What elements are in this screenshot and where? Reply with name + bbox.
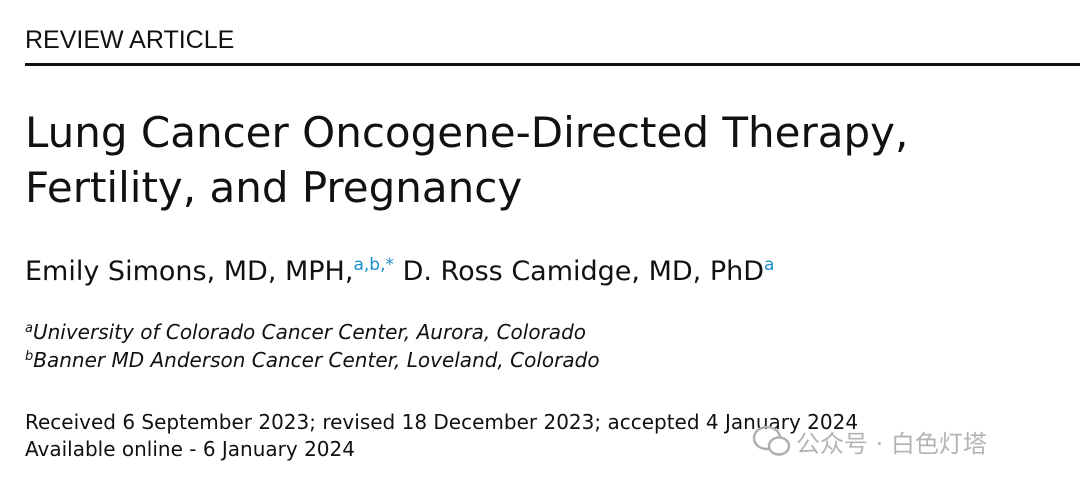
author-marks[interactable]: a,b,* <box>353 255 394 275</box>
affiliation: bBanner MD Anderson Cancer Center, Lovel… <box>25 348 600 372</box>
affiliation-mark: a <box>25 321 33 336</box>
header-rule <box>25 63 1080 66</box>
online-date: Available online - 6 January 2024 <box>25 437 355 461</box>
title-line: Lung Cancer Oncogene-Directed Therapy, <box>25 108 909 157</box>
author-name: Emily Simons, MD, MPH, <box>25 256 354 287</box>
author-list: Emily Simons, MD, MPH,a,b,* D. Ross Cami… <box>25 255 774 287</box>
title-line: Fertility, and Pregnancy <box>25 163 523 212</box>
watermark: 公众号 · 白色灯塔 <box>796 430 987 458</box>
author-name: D. Ross Camidge, MD, PhD <box>402 256 765 287</box>
affiliation-text: Banner MD Anderson Cancer Center, Lovela… <box>33 348 600 372</box>
affiliation-mark: b <box>25 349 34 364</box>
affiliation: aUniversity of Colorado Cancer Center, A… <box>25 320 586 344</box>
affiliation-text: University of Colorado Cancer Center, Au… <box>32 320 586 344</box>
author-marks[interactable]: a <box>764 255 775 275</box>
history-dates: Received 6 September 2023; revised 18 De… <box>25 410 859 434</box>
watermark-icon <box>752 425 791 456</box>
article-type: REVIEW ARTICLE <box>25 26 235 54</box>
